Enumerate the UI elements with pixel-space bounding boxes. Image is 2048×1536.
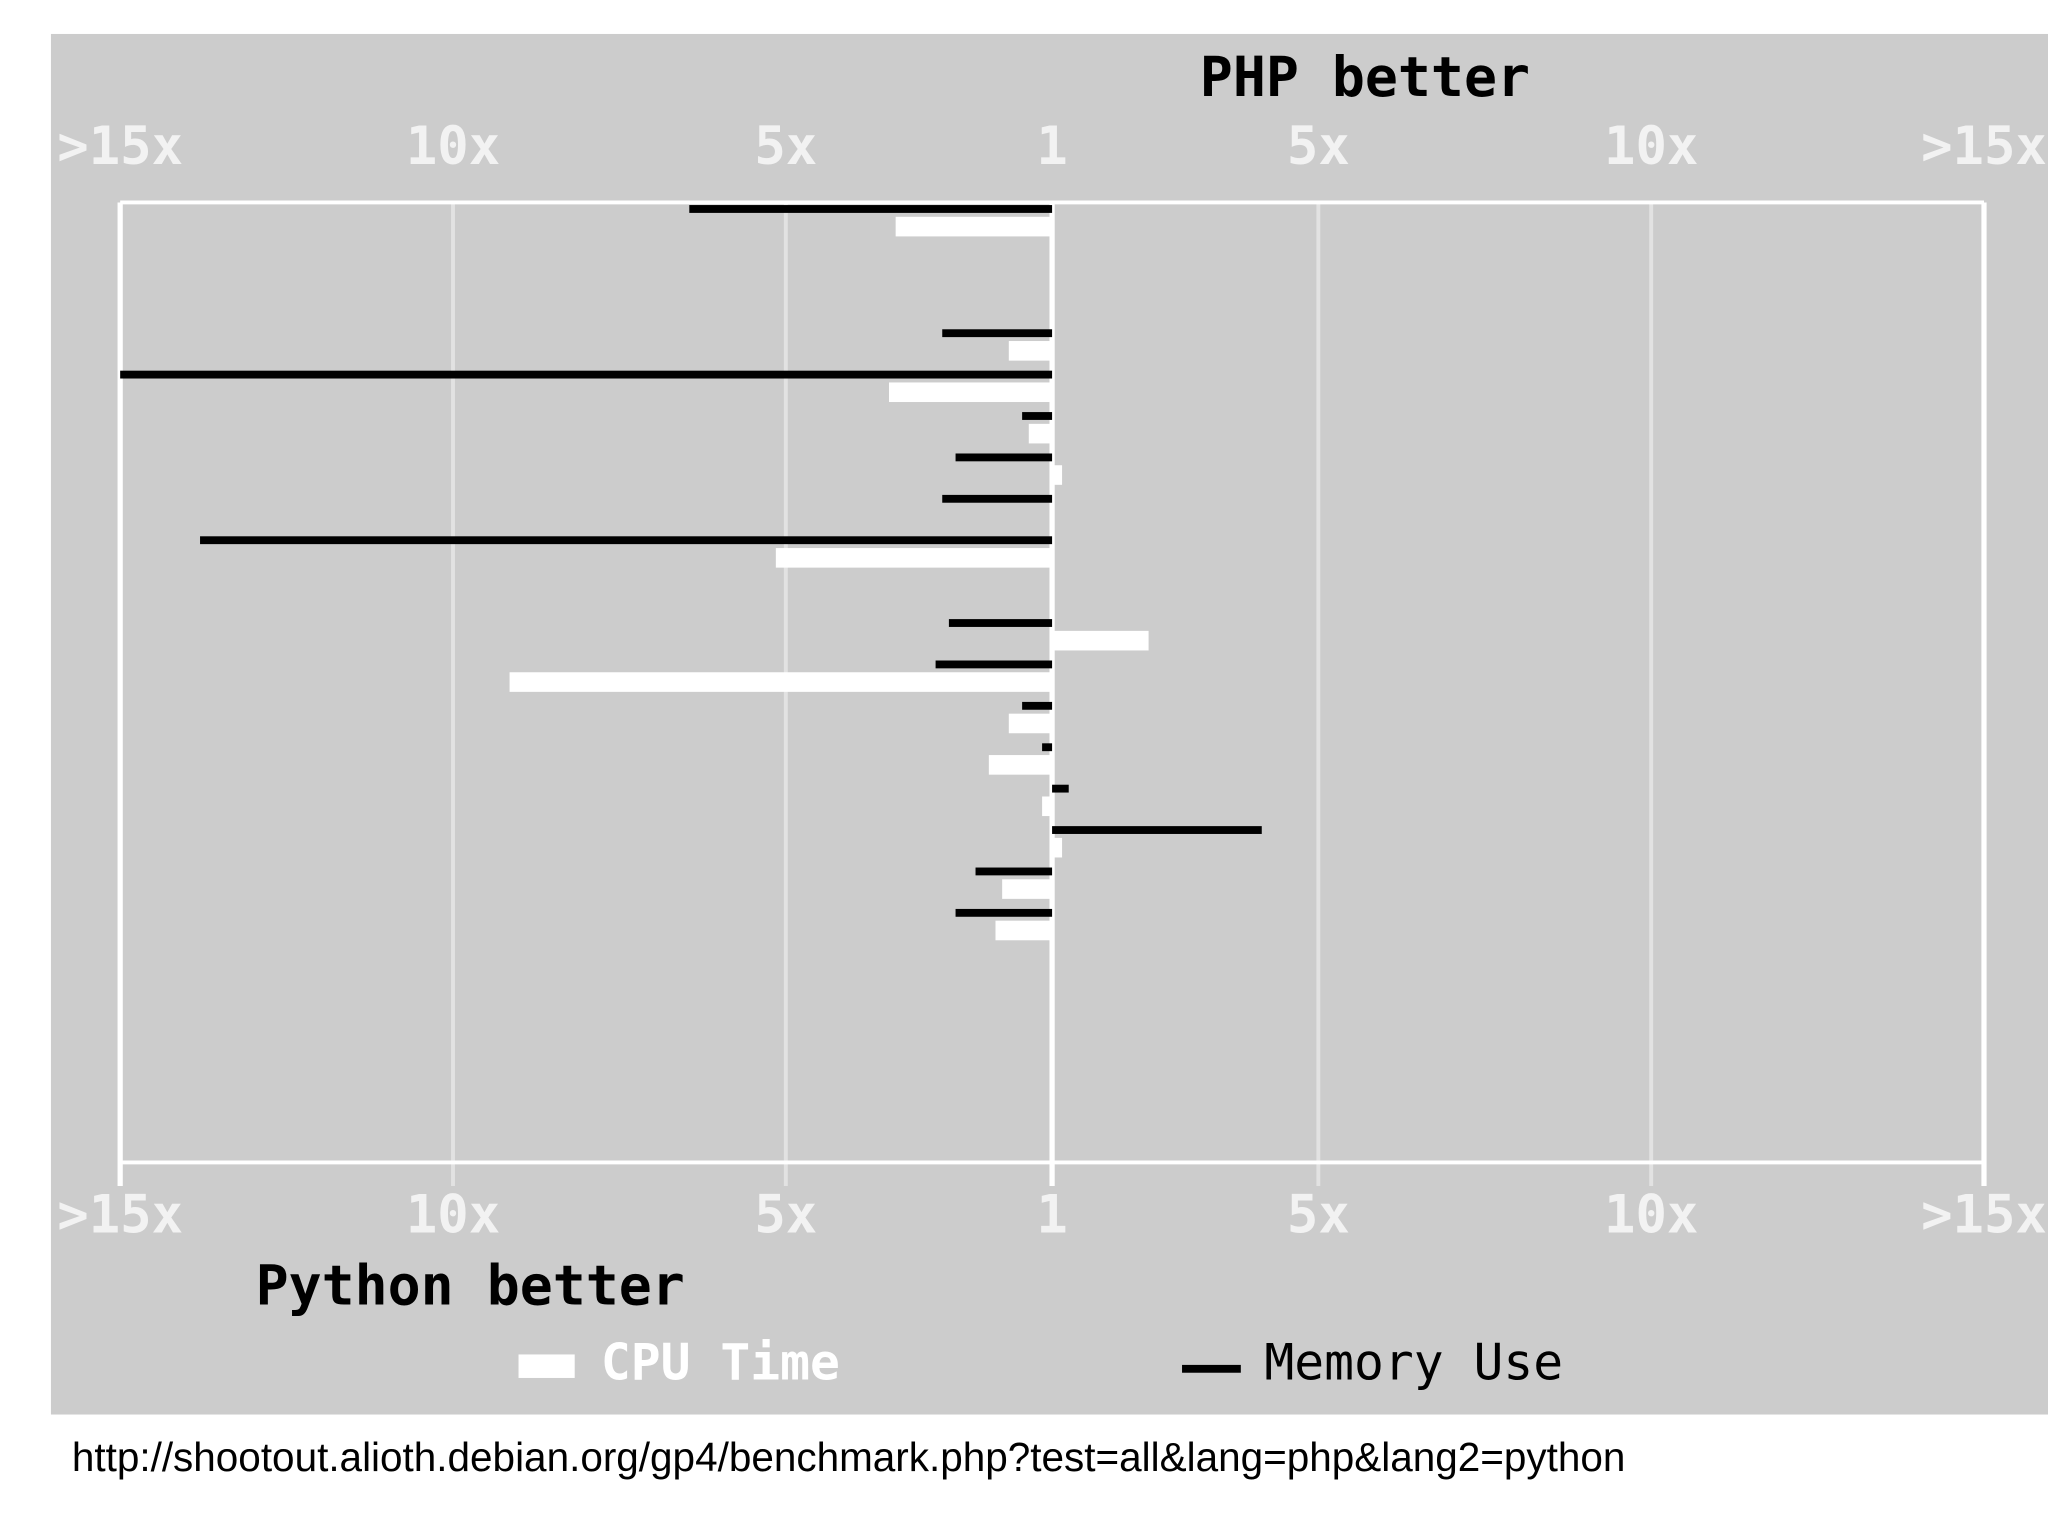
cpu-bar [775,548,1053,568]
memory-bar [1052,784,1069,793]
cpu-bar [1052,630,1149,651]
legend-swatch [518,1354,575,1378]
memory-bar [955,453,1053,462]
annotation: Python better [256,1253,685,1317]
memory-bar [1022,701,1053,710]
memory-bar [942,494,1053,503]
cpu-bar [1052,465,1063,485]
x-tick-label: >15x [57,1186,183,1246]
x-tick-label: 10x [406,117,500,177]
source-url: http://shootout.alioth.debian.org/gp4/be… [72,1434,1626,1480]
x-tick-label: >15x [57,117,183,177]
cpu-bar [1028,423,1053,444]
x-tick-label: 10x [406,1186,500,1246]
legend-label: Memory Use [1264,1334,1563,1392]
memory-bar [200,536,1053,545]
cpu-bar [1002,879,1053,899]
annotation: PHP better [1200,45,1530,109]
cpu-bar [1052,837,1063,858]
x-tick-label: 5x [1287,117,1350,177]
x-tick-label: >15x [1921,1186,2047,1246]
x-tick-label: 5x [1287,1186,1350,1246]
x-tick-label: 5x [754,117,817,177]
memory-bar [1022,412,1053,420]
x-tick-label: 1 [1036,1186,1067,1246]
x-tick-label: 10x [1604,117,1698,177]
x-tick-label: 10x [1604,1186,1698,1246]
cpu-bar [888,382,1053,403]
memory-bar [955,908,1053,917]
cpu-bar [995,920,1053,941]
cpu-bar [1008,713,1053,734]
memory-bar [120,370,1053,379]
legend-swatch [1182,1364,1241,1373]
x-tick-label: >15x [1921,117,2047,177]
memory-bar [935,660,1053,669]
x-tick-label: 1 [1036,117,1067,177]
cpu-bar [1008,341,1053,361]
legend-label: CPU Time [601,1334,840,1392]
memory-bar [1052,826,1262,834]
cpu-bar [509,672,1053,692]
cpu-bar [1042,796,1053,817]
cpu-bar [988,755,1053,775]
memory-bar [1042,743,1053,752]
x-tick-label: 5x [754,1186,817,1246]
memory-bar [942,329,1053,338]
memory-bar [975,867,1053,876]
memory-bar [948,619,1053,627]
cpu-bar [895,216,1053,237]
memory-bar [689,205,1053,213]
